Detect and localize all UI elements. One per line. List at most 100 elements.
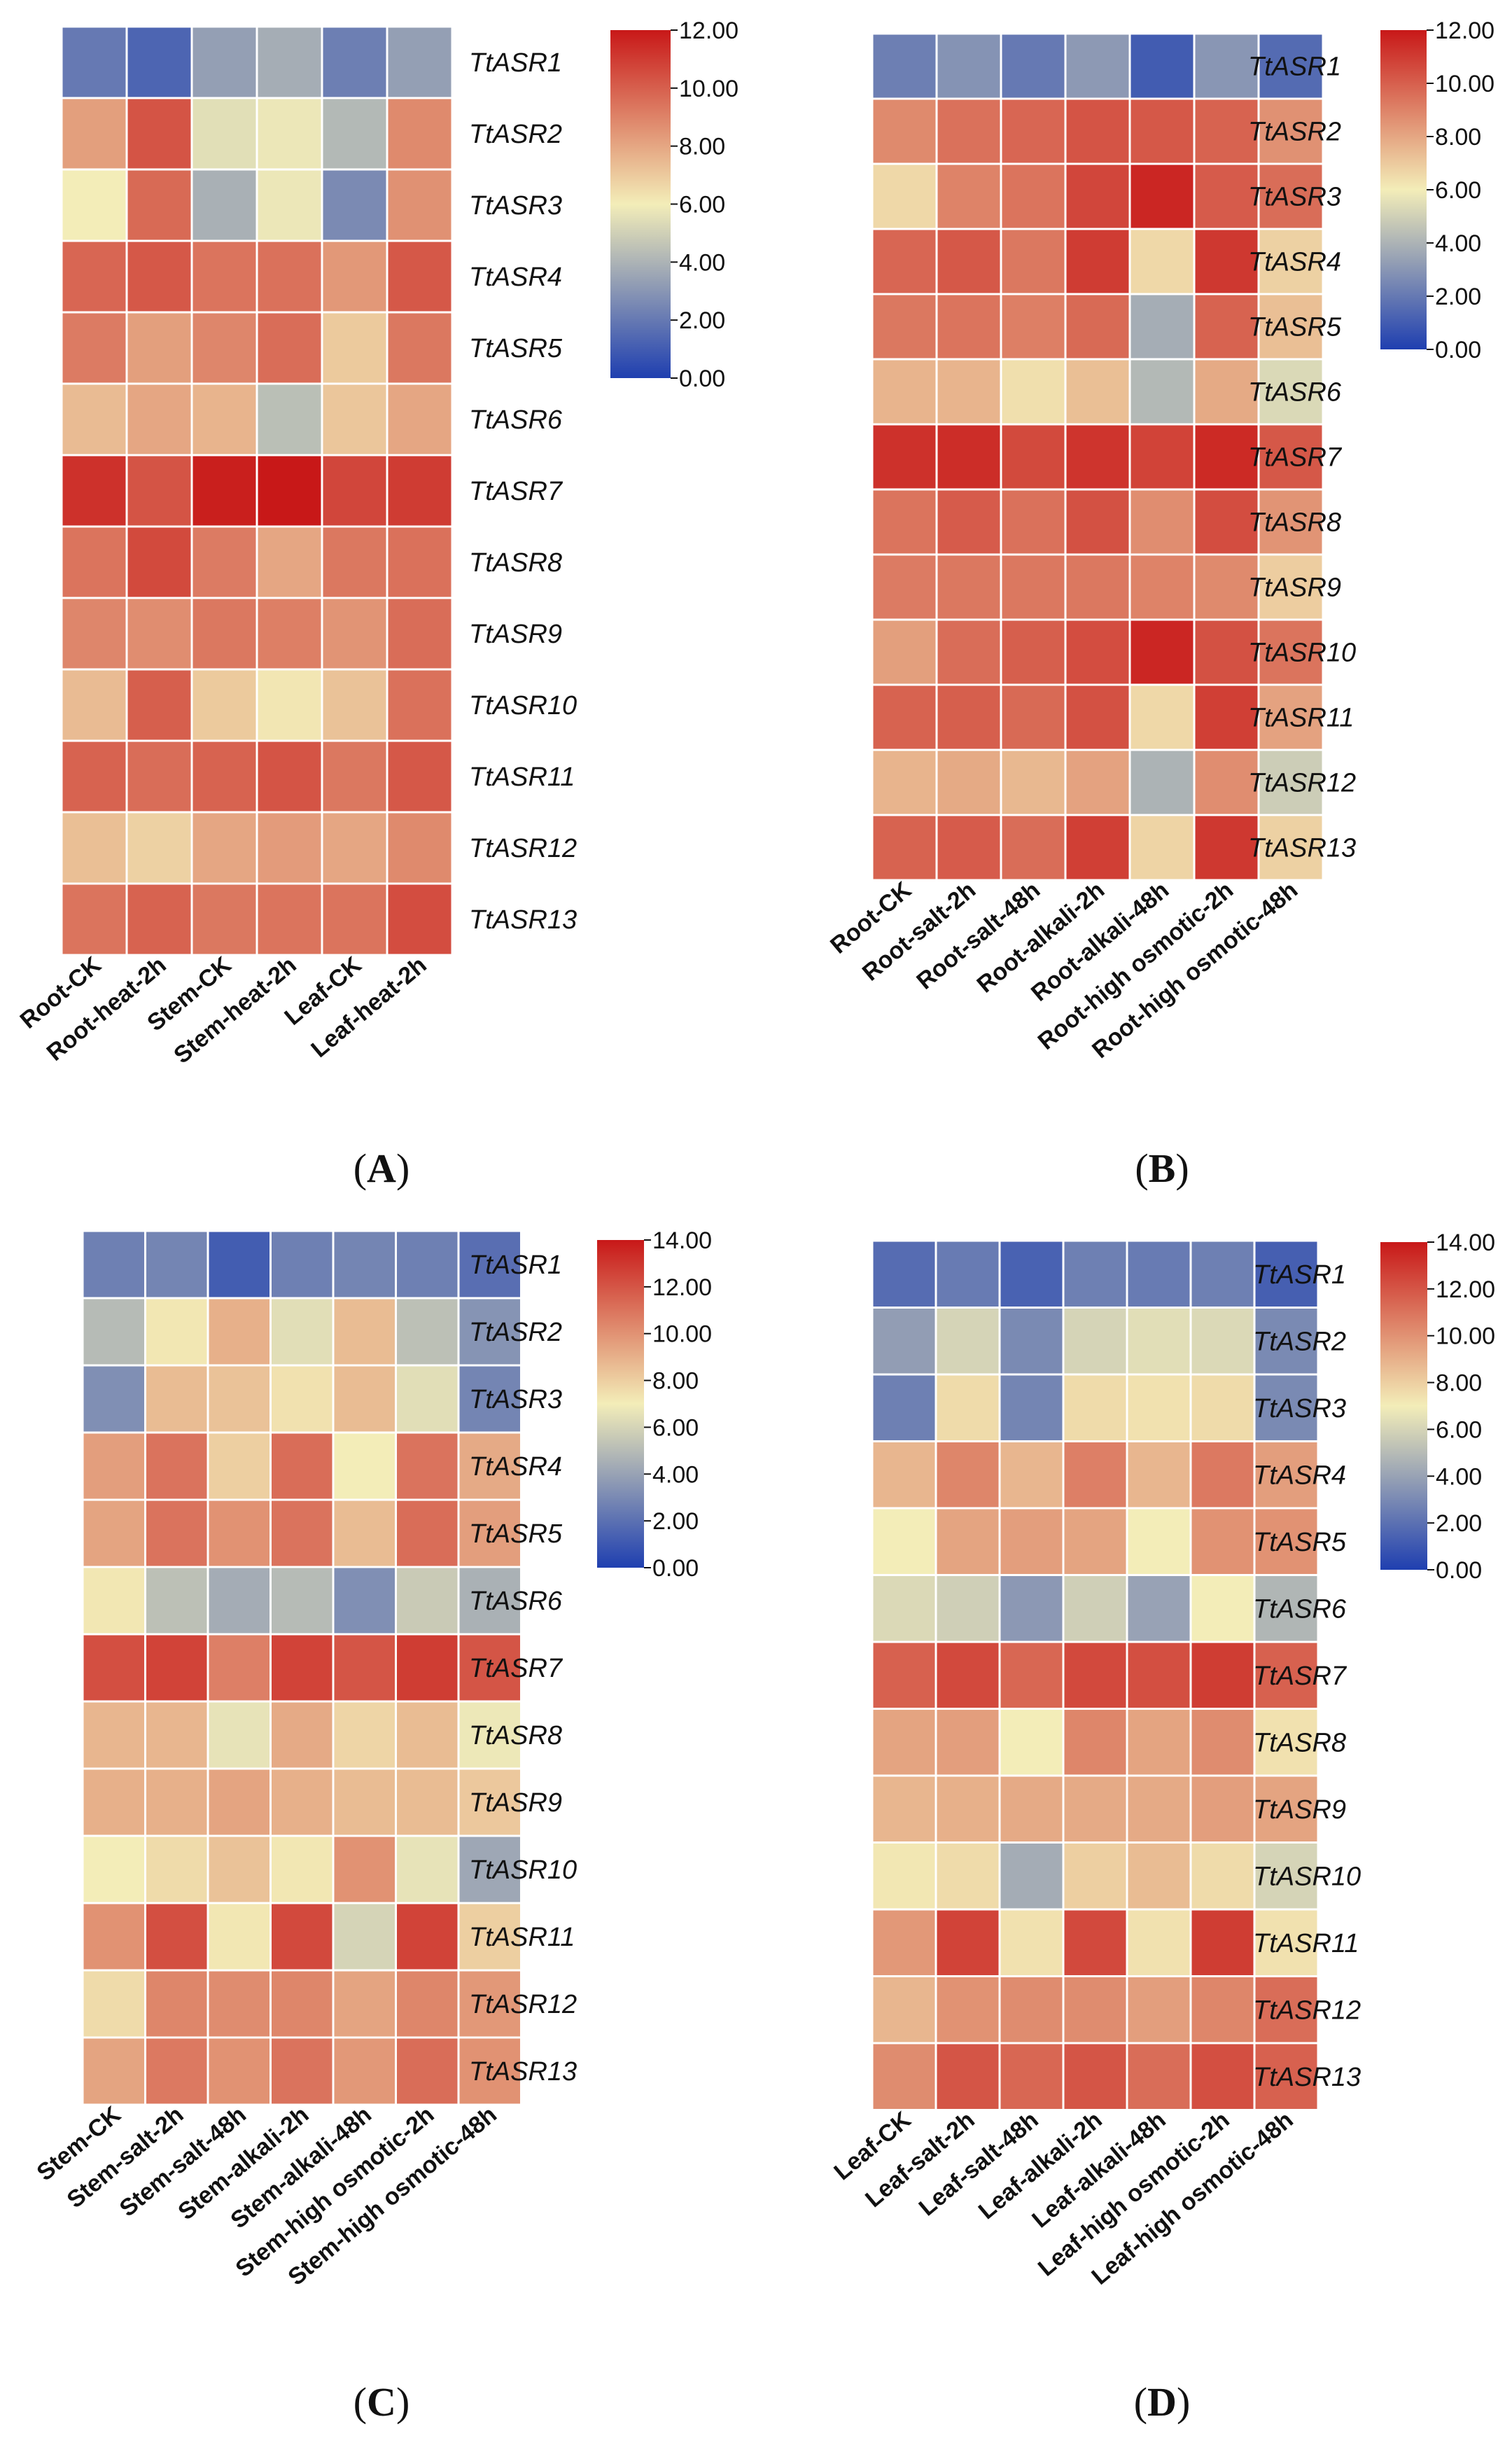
heatmap-cell — [998, 1708, 1065, 1777]
gene-label: TtASR2 — [1248, 118, 1341, 147]
heatmap-cell — [386, 882, 454, 956]
heatmap-cell — [1253, 1641, 1320, 1710]
heatmap-cell — [81, 1834, 146, 1904]
heatmap-cell — [1064, 358, 1131, 426]
heatmap-cell — [321, 739, 388, 814]
colorbar-tick-label: 0.00 — [679, 365, 725, 392]
gene-label: TtASR9 — [469, 620, 562, 649]
heatmap-cell — [321, 311, 388, 385]
gene-label: TtASR6 — [1253, 1594, 1347, 1624]
heatmap-cell — [1064, 814, 1131, 882]
heatmap-cell — [1253, 1774, 1320, 1844]
heatmap-cell — [1193, 488, 1260, 556]
heatmap-cell — [125, 25, 193, 99]
heatmap-cell — [1253, 1507, 1320, 1576]
heatmap-cell — [1257, 358, 1324, 426]
heatmap-cell — [1126, 1774, 1192, 1844]
heatmap-cell — [60, 739, 128, 814]
heatmap-cell — [395, 1498, 460, 1568]
heatmap-cell — [1257, 488, 1324, 556]
colorbar-tick-label: 12.00 — [652, 1274, 712, 1301]
heatmap-cell — [934, 1239, 1001, 1309]
heatmap-cell — [1193, 618, 1260, 686]
colorbar-tick-label: 10.00 — [652, 1321, 712, 1348]
colorbar-tick-label: 4.00 — [1435, 230, 1481, 257]
heatmap-cell — [1253, 1975, 1320, 2045]
heatmap-cell — [81, 1902, 146, 1972]
heatmap-cell — [190, 739, 258, 814]
gene-label: TtASR10 — [1248, 639, 1356, 668]
heatmap-cell — [255, 739, 323, 814]
heatmap-cell — [206, 1902, 272, 1972]
heatmap-cell — [1126, 1307, 1192, 1376]
heatmap-cell — [255, 525, 323, 599]
heatmap-cell — [934, 1440, 1001, 1510]
heatmap-cell — [934, 1507, 1001, 1576]
heatmap-cell — [144, 2036, 209, 2106]
column-tick-label: Leaf-heat-2h — [306, 952, 431, 1063]
heatmap-cell — [871, 32, 938, 100]
heatmap-cell — [206, 2036, 272, 2106]
heatmap-cell — [935, 358, 1002, 426]
heatmap-cell — [144, 1364, 209, 1434]
heatmap-cell — [457, 2036, 522, 2106]
gene-label: TtASR11 — [469, 762, 575, 792]
gene-label: TtASR1 — [1253, 1260, 1346, 1290]
gene-label: TtASR11 — [1253, 1929, 1359, 1958]
heatmap-cell — [1189, 1507, 1256, 1576]
colorbar — [597, 1240, 644, 1568]
heatmap-cell — [206, 1633, 272, 1703]
heatmap-cell — [81, 1566, 146, 1636]
colorbar-tick-label: 12.00 — [679, 18, 738, 44]
gene-label: TtASR4 — [469, 263, 562, 292]
heatmap-cell — [1000, 748, 1067, 816]
heatmap-cell — [255, 311, 323, 385]
heatmap-cell — [1064, 618, 1131, 686]
colorbar-tick-label: 2.00 — [679, 307, 725, 334]
heatmap-cell — [190, 25, 258, 99]
heatmap-cell — [1253, 1307, 1320, 1376]
heatmap-cell — [125, 311, 193, 385]
heatmap-cell — [1128, 293, 1196, 361]
colorbar-tick-label: 12.00 — [1436, 1276, 1495, 1303]
panel-label-b: (B) — [1135, 1145, 1189, 1191]
heatmap-cell — [1064, 423, 1131, 491]
heatmap-cell — [1064, 748, 1131, 816]
heatmap-cell — [1189, 1440, 1256, 1510]
heatmap-cell — [81, 1364, 146, 1434]
colorbar-tick-label: 0.00 — [652, 1555, 699, 1582]
heatmap-cell — [81, 1633, 146, 1703]
heatmap-cell — [1000, 162, 1067, 230]
heatmap-cell — [125, 811, 193, 885]
heatmap-cell — [395, 1834, 460, 1904]
gene-label: TtASR9 — [1253, 1795, 1346, 1825]
gene-label: TtASR5 — [469, 1519, 563, 1549]
gene-label: TtASR6 — [469, 1587, 563, 1616]
heatmap-cell — [81, 1297, 146, 1367]
heatmap-cell — [125, 668, 193, 742]
colorbar-tick-label: 14.00 — [1436, 1230, 1495, 1256]
heatmap-cell — [395, 1633, 460, 1703]
gene-label: TtASR10 — [1253, 1862, 1361, 1891]
heatmap-cell — [386, 811, 454, 885]
gene-label: TtASR12 — [469, 834, 577, 863]
heatmap-cell — [871, 358, 938, 426]
heatmap-cell — [144, 1566, 209, 1636]
heatmap-cell — [81, 1767, 146, 1837]
heatmap-cell — [1062, 1307, 1128, 1376]
heatmap-cell — [935, 162, 1002, 230]
heatmap-cell — [1189, 1908, 1256, 1977]
heatmap-cell — [457, 1767, 522, 1837]
heatmap-cell — [1126, 2042, 1192, 2111]
heatmap-cell — [270, 1969, 335, 2039]
heatmap-cell — [1126, 1239, 1192, 1309]
heatmap-cell — [934, 1641, 1001, 1710]
heatmap-cell — [1126, 1841, 1192, 1911]
heatmap-cell — [457, 1230, 522, 1300]
gene-label: TtASR7 — [469, 477, 564, 506]
heatmap-cell — [1000, 32, 1067, 100]
heatmap-cell — [871, 1373, 937, 1442]
heatmap-cell — [270, 1431, 335, 1501]
heatmap-cell — [270, 2036, 335, 2106]
